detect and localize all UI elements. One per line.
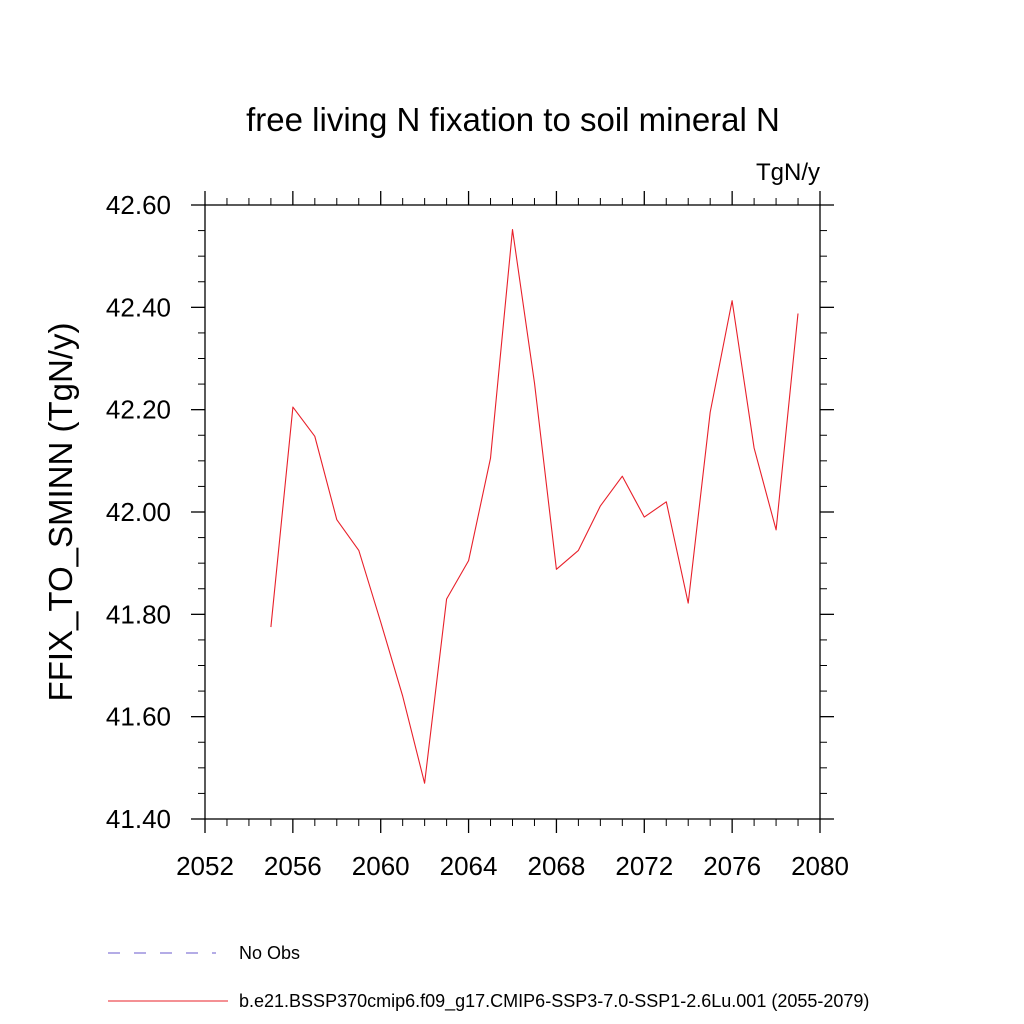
x-tick-label: 2072: [615, 851, 673, 881]
y-tick-labels: 41.40 41.60 41.80 42.00 42.20 42.40 42.60: [106, 190, 171, 834]
x-tick-label: 2052: [176, 851, 234, 881]
x-tick-label: 2076: [703, 851, 761, 881]
x-tick-labels: 2052 2056 2060 2064 2068 2072 2076 2080: [176, 851, 849, 881]
chart-title: free living N fixation to soil mineral N: [246, 101, 780, 138]
legend-label-no-obs: No Obs: [239, 943, 300, 963]
y-tick-label: 42.60: [106, 190, 171, 220]
y-axis-label: FFIX_TO_SMINN (TgN/y): [42, 323, 79, 702]
x-tick-label: 2080: [791, 851, 849, 881]
x-tick-label: 2064: [440, 851, 498, 881]
units-label: TgN/y: [756, 159, 820, 186]
y-tick-label: 42.40: [106, 292, 171, 322]
y-tick-label: 41.80: [106, 599, 171, 629]
x-tick-label: 2056: [264, 851, 322, 881]
series-layer: [270, 229, 799, 784]
series-line: [270, 229, 799, 784]
y-tick-label: 41.60: [106, 702, 171, 732]
y-tick-label: 42.00: [106, 497, 171, 527]
y-tick-label: 42.20: [106, 395, 171, 425]
plot-frame: [204, 204, 821, 820]
legend-label-model-run: b.e21.BSSP370cmip6.f09_g17.CMIP6-SSP3-7.…: [239, 991, 869, 1012]
x-tick-label: 2060: [352, 851, 410, 881]
x-ticks: [204, 191, 821, 833]
y-tick-label: 41.40: [106, 804, 171, 834]
x-tick-label: 2068: [528, 851, 586, 881]
legend: No Obs b.e21.BSSP370cmip6.f09_g17.CMIP6-…: [108, 943, 869, 1012]
y-ticks: [191, 204, 834, 820]
